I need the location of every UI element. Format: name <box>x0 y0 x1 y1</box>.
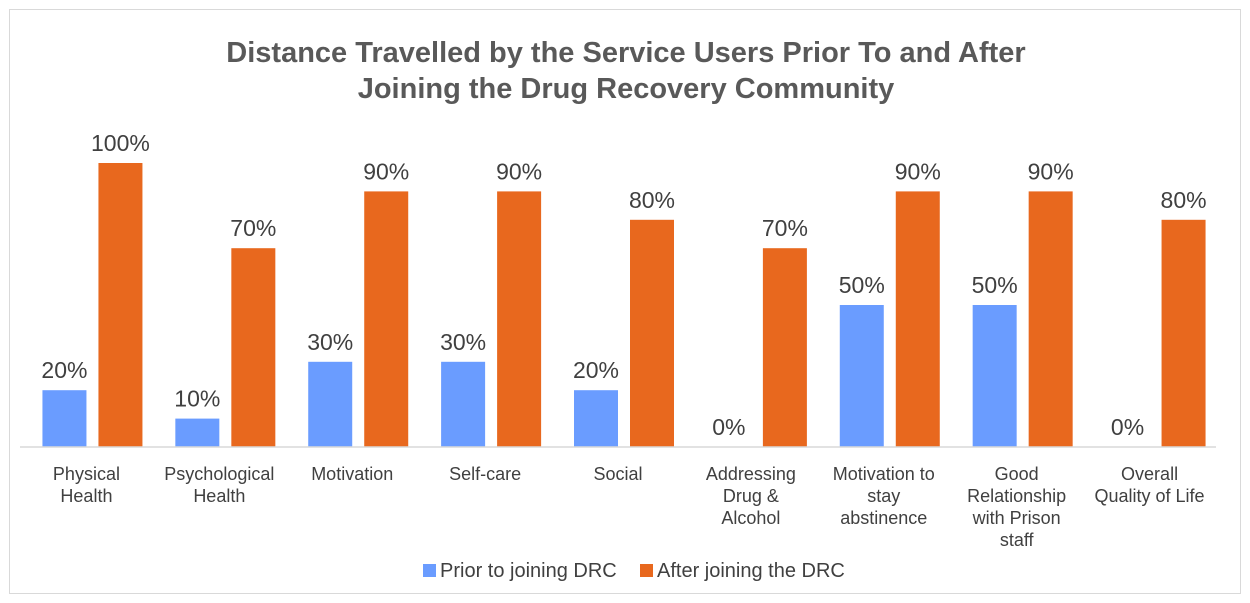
legend: Prior to joining DRC After joining the DR… <box>423 560 845 582</box>
data-label-series2-cat8: 90% <box>1028 158 1074 184</box>
data-label-series1-cat5: 20% <box>573 357 619 383</box>
chart-title-line-2: Joining the Drug Recovery Community <box>358 73 895 105</box>
bar-series1-cat5 <box>574 390 618 447</box>
bar-series1-cat2 <box>175 418 220 447</box>
category-label-7-line-1: Motivation to <box>833 464 935 484</box>
category-labels-layer: PhysicalHealthPsychologicalHealthMotivat… <box>53 464 1205 550</box>
legend-label-series1: Prior to joining DRC <box>440 560 617 582</box>
legend-swatch-series2 <box>640 564 653 577</box>
category-label-1-line-2: Health <box>60 486 112 506</box>
legend-label-series2: After joining the DRC <box>657 560 845 582</box>
category-label-2-line-2: Health <box>193 486 245 506</box>
chart-frame: Distance Travelled by the Service Users … <box>9 9 1241 594</box>
category-label-8-line-2: Relationship <box>967 486 1066 506</box>
chart-title-line-1: Distance Travelled by the Service Users … <box>226 37 1025 69</box>
data-label-series2-cat9: 80% <box>1161 187 1207 213</box>
category-label-2-line-1: Psychological <box>164 464 274 484</box>
bar-series1-cat8 <box>972 305 1017 447</box>
bar-series1-cat7 <box>839 305 884 447</box>
data-label-series2-cat5: 80% <box>629 187 675 213</box>
category-label-8-line-1: Good <box>995 464 1039 484</box>
bar-series2-cat4 <box>497 191 542 447</box>
data-label-series1-cat7: 50% <box>839 272 885 298</box>
bars-layer <box>42 163 1206 447</box>
category-label-8-line-4: staff <box>1000 530 1035 550</box>
bar-chart: Distance Travelled by the Service Users … <box>20 37 1216 582</box>
category-label-6-line-1: Addressing <box>706 464 796 484</box>
data-label-series1-cat9: 0% <box>1111 414 1144 440</box>
category-label-5-line-1: Social <box>593 464 642 484</box>
category-label-9-line-1: Overall <box>1121 464 1178 484</box>
category-label-3-line-1: Motivation <box>311 464 393 484</box>
bar-series1-cat4 <box>441 361 486 447</box>
bar-series2-cat1 <box>98 163 143 447</box>
category-label-8-line-3: with Prison <box>972 508 1061 528</box>
data-label-series1-cat6: 0% <box>712 414 745 440</box>
bar-series2-cat9 <box>1161 219 1206 447</box>
data-label-series1-cat3: 30% <box>307 329 353 355</box>
data-label-series2-cat3: 90% <box>363 158 409 184</box>
data-label-series1-cat1: 20% <box>41 357 87 383</box>
bar-series1-cat3 <box>308 361 353 447</box>
bar-series2-cat3 <box>364 191 409 447</box>
bar-series1-cat1 <box>42 390 87 447</box>
data-labels-layer: 20% 100% 10% 70% 30% 90% 30% 90% 20% 80% 0% 70% 50% 9… <box>41 130 1206 440</box>
bar-series2-cat8 <box>1028 191 1073 447</box>
data-label-series2-cat1: 100% <box>91 130 150 156</box>
category-label-6-line-3: Alcohol <box>721 508 780 528</box>
category-label-1-line-1: Physical <box>53 464 120 484</box>
category-label-9-line-2: Quality of Life <box>1095 486 1205 506</box>
data-label-series1-cat2: 10% <box>174 386 220 412</box>
category-label-6-line-2: Drug & <box>723 486 779 506</box>
data-label-series2-cat7: 90% <box>895 158 941 184</box>
data-label-series1-cat4: 30% <box>440 329 486 355</box>
category-label-7-line-2: stay <box>867 486 900 506</box>
data-label-series2-cat4: 90% <box>496 158 542 184</box>
data-label-series1-cat8: 50% <box>972 272 1018 298</box>
bar-series2-cat7 <box>895 191 940 447</box>
data-label-series2-cat6: 70% <box>762 215 808 241</box>
legend-swatch-series1 <box>423 564 436 577</box>
data-label-series2-cat2: 70% <box>230 215 276 241</box>
bar-series2-cat5 <box>630 219 674 447</box>
category-label-7-line-3: abstinence <box>840 508 927 528</box>
category-label-4-line-1: Self-care <box>449 464 521 484</box>
bar-series2-cat6 <box>762 248 807 447</box>
bar-series2-cat2 <box>231 248 276 447</box>
